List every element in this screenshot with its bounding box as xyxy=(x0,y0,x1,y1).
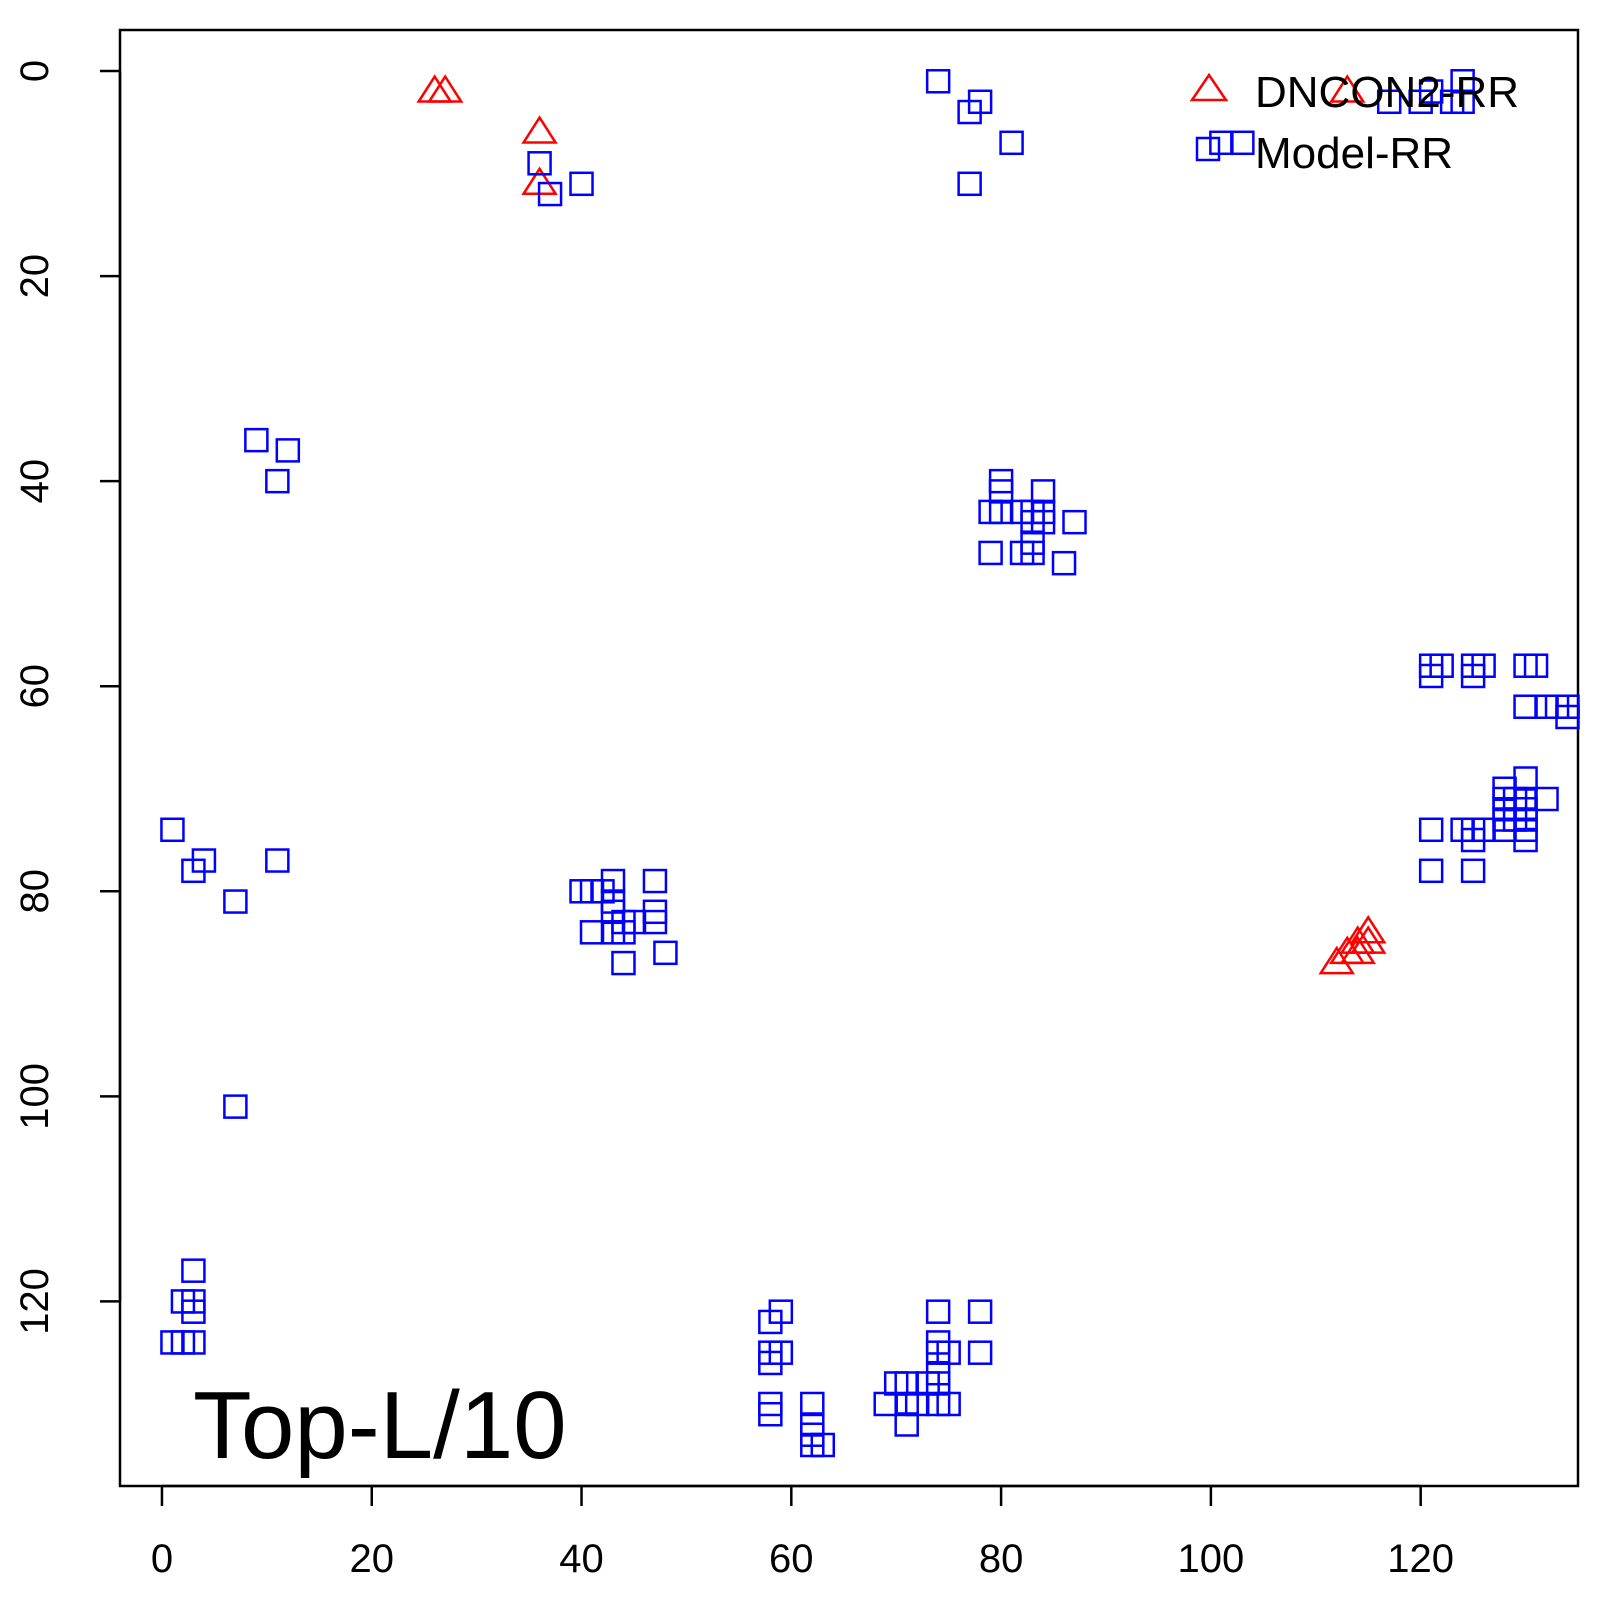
point-model-rr xyxy=(1376,89,1402,115)
x-tick-label: 0 xyxy=(151,1537,173,1581)
point-model-rr xyxy=(978,499,1003,525)
point-model-rr xyxy=(642,909,668,935)
point-model-rr xyxy=(653,940,678,966)
x-tick-label: 120 xyxy=(1387,1537,1454,1581)
y-tick-label: 0 xyxy=(13,60,57,82)
x-tick-label: 40 xyxy=(559,1537,604,1581)
point-model-rr xyxy=(1230,130,1255,156)
point-model-rr xyxy=(1418,663,1444,689)
legend-square-icon xyxy=(1195,136,1221,162)
y-tick-label: 80 xyxy=(13,869,57,914)
point-model-rr xyxy=(925,1299,951,1324)
point-model-rr xyxy=(1418,858,1444,884)
x-tick-label: 60 xyxy=(769,1537,814,1581)
legend-label-dncon2-rr: DNCON2-RR xyxy=(1255,68,1519,117)
point-model-rr xyxy=(181,1330,206,1355)
point-model-rr xyxy=(181,858,206,884)
data-points xyxy=(160,69,1580,1458)
point-model-rr xyxy=(181,1258,206,1283)
point-model-rr xyxy=(223,1094,248,1119)
point-model-rr xyxy=(758,1350,783,1376)
point-model-rr xyxy=(758,1401,783,1427)
point-model-rr xyxy=(1062,509,1087,535)
point-model-rr xyxy=(1534,786,1559,812)
point-model-rr xyxy=(244,427,269,453)
point-model-rr xyxy=(957,171,982,197)
point-model-rr xyxy=(1209,130,1234,156)
point-dncon2-rr xyxy=(416,74,453,103)
point-dncon2-rr xyxy=(1328,74,1366,103)
y-tick-label: 60 xyxy=(13,664,57,709)
x-axis: 0 20 40 60 80 100 120 xyxy=(151,1484,1454,1581)
point-model-rr xyxy=(275,438,301,463)
point-model-rr xyxy=(569,171,594,197)
x-tick-label: 80 xyxy=(979,1537,1024,1581)
point-model-rr xyxy=(1513,766,1538,791)
legend-triangle-icon xyxy=(1189,72,1229,102)
legend: DNCON2-RR Model-RR xyxy=(1189,68,1519,178)
y-tick-label: 40 xyxy=(13,459,57,504)
point-model-rr xyxy=(936,1391,961,1417)
point-model-rr xyxy=(1555,704,1580,730)
y-tick-label: 100 xyxy=(13,1063,57,1130)
point-model-rr xyxy=(1513,694,1538,719)
point-model-rr xyxy=(160,817,185,843)
point-dncon2-rr xyxy=(1349,925,1387,954)
point-model-rr xyxy=(873,1391,898,1417)
y-tick-label: 120 xyxy=(13,1268,57,1335)
point-model-rr xyxy=(967,1340,993,1365)
point-model-rr xyxy=(1020,540,1045,566)
point-model-rr xyxy=(1460,663,1486,689)
point-model-rr xyxy=(894,1412,919,1437)
point-dncon2-rr xyxy=(1349,914,1387,944)
point-model-rr xyxy=(1460,827,1486,853)
point-model-rr xyxy=(978,540,1003,566)
point-model-rr xyxy=(967,89,993,115)
point-model-rr xyxy=(611,950,636,976)
point-model-rr xyxy=(925,69,951,94)
chart-annotation: Top-L/10 xyxy=(193,1372,567,1479)
point-dncon2-rr xyxy=(521,115,558,144)
point-model-rr xyxy=(579,920,605,945)
point-model-rr xyxy=(999,130,1024,156)
point-model-rr xyxy=(642,868,668,894)
y-tick-label: 20 xyxy=(13,254,57,299)
y-axis: 0 20 40 60 80 100 120 xyxy=(13,60,122,1335)
point-dncon2-rr xyxy=(1318,945,1356,975)
x-tick-label: 100 xyxy=(1178,1537,1245,1581)
legend-label-model-rr: Model-RR xyxy=(1255,129,1453,178)
point-model-rr xyxy=(810,1432,836,1458)
point-model-rr xyxy=(181,1299,206,1324)
point-model-rr xyxy=(265,848,290,873)
point-model-rr xyxy=(1450,69,1475,94)
point-model-rr xyxy=(1450,89,1475,115)
point-model-rr xyxy=(1513,827,1538,853)
point-model-rr xyxy=(600,868,626,894)
point-model-rr xyxy=(758,1309,783,1335)
point-model-rr xyxy=(1523,653,1549,678)
point-model-rr xyxy=(611,920,636,945)
point-model-rr xyxy=(1418,817,1444,843)
point-model-rr xyxy=(1030,479,1056,504)
point-model-rr xyxy=(1051,550,1077,576)
x-tick-label: 20 xyxy=(349,1537,394,1581)
point-model-rr xyxy=(800,1391,825,1417)
point-model-rr xyxy=(1460,858,1486,884)
point-dncon2-rr xyxy=(426,74,464,103)
point-model-rr xyxy=(527,151,552,176)
point-model-rr xyxy=(265,468,290,494)
plot-frame xyxy=(118,28,1580,1488)
point-dncon2-rr xyxy=(1339,935,1377,965)
point-model-rr xyxy=(223,889,248,914)
point-model-rr xyxy=(537,181,563,207)
point-model-rr xyxy=(967,1299,993,1324)
